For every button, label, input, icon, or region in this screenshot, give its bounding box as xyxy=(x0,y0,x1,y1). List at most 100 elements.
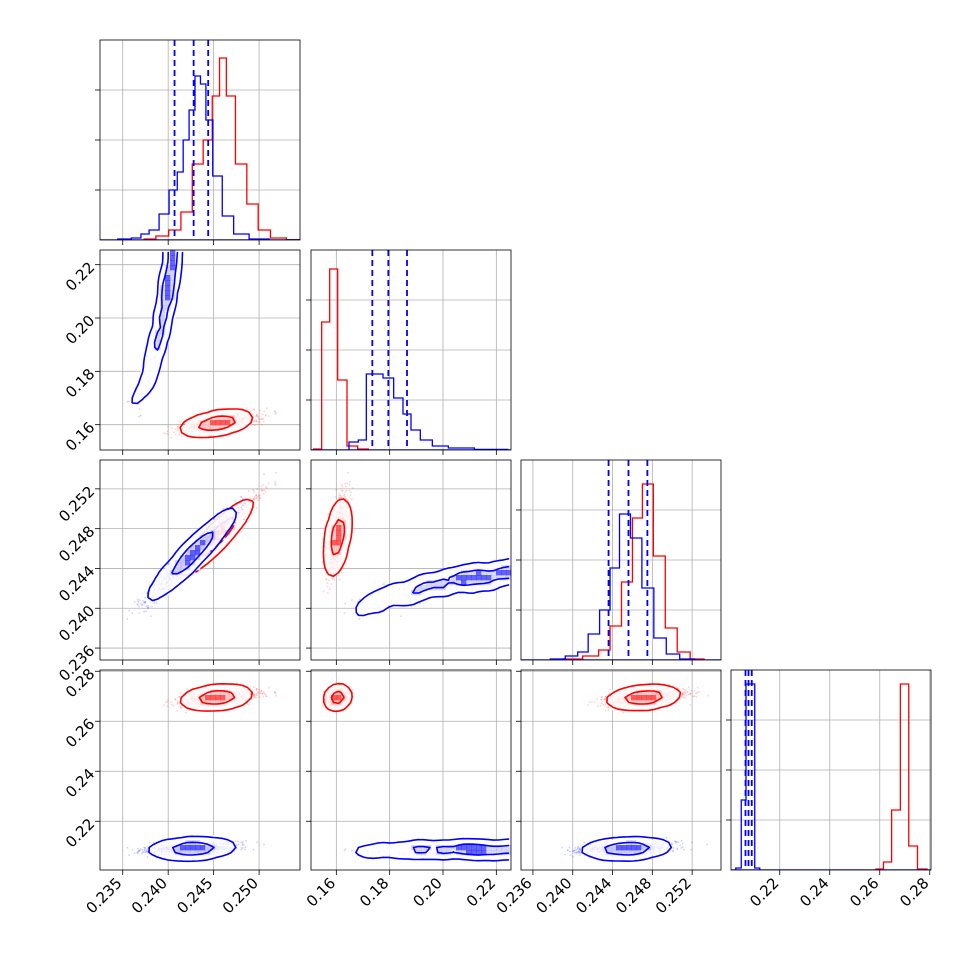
density-cell xyxy=(160,320,166,326)
scatter-point xyxy=(255,415,257,418)
scatter-point xyxy=(197,32,199,34)
density-cell xyxy=(165,305,171,311)
scatter-point xyxy=(164,433,167,435)
scatter-point xyxy=(198,12,200,14)
density-cell xyxy=(155,320,161,326)
density-cell xyxy=(135,395,141,401)
density-cell xyxy=(220,545,226,551)
scatter-point xyxy=(201,6,203,8)
scatter-point xyxy=(274,410,276,412)
scatter-point xyxy=(174,433,177,436)
density-cell xyxy=(150,335,156,341)
density-cell xyxy=(140,385,146,391)
scatter-point xyxy=(143,601,146,603)
density-cell xyxy=(160,340,166,346)
scatter-point xyxy=(197,31,199,33)
density-cell xyxy=(210,425,216,431)
scatter-point xyxy=(143,610,146,613)
scatter-point xyxy=(145,610,147,613)
scatter-point xyxy=(234,505,237,507)
density-cell xyxy=(165,330,171,336)
scatter-point xyxy=(232,504,235,507)
scatter-point xyxy=(274,482,276,485)
scatter-point xyxy=(255,419,258,422)
scatter-point xyxy=(262,483,264,486)
density-cell xyxy=(225,415,231,421)
density-cell xyxy=(155,355,161,361)
scatter-point xyxy=(250,410,252,413)
marginal-plot xyxy=(100,40,300,240)
scatter-point xyxy=(196,17,198,19)
density-cell xyxy=(240,520,246,526)
density-cell xyxy=(175,275,181,281)
density-cell xyxy=(170,270,176,276)
scatter-point xyxy=(170,436,173,439)
density-cell xyxy=(225,535,231,541)
density-cell xyxy=(155,310,161,316)
scatter-point xyxy=(139,414,142,417)
density-cell xyxy=(210,420,216,426)
density-cell xyxy=(240,415,246,421)
scatter-point xyxy=(178,433,180,436)
density-cell xyxy=(220,425,226,431)
scatter-point xyxy=(255,413,258,416)
scatter-point xyxy=(258,497,261,500)
density-cell xyxy=(215,425,221,431)
scatter-point xyxy=(259,497,262,499)
scatter-point xyxy=(197,30,199,32)
density-cell xyxy=(220,540,226,546)
density-cell xyxy=(160,345,166,351)
scatter-point xyxy=(198,28,200,30)
scatter-point xyxy=(253,497,256,500)
scatter-point xyxy=(243,518,245,521)
scatter-point xyxy=(155,602,158,605)
density-cell xyxy=(160,295,166,301)
density-cell xyxy=(155,300,161,306)
scatter-point xyxy=(201,0,203,1)
density-cell xyxy=(165,275,171,281)
marginal-plot xyxy=(521,460,721,660)
density-cell xyxy=(205,415,211,421)
scatter-plot xyxy=(126,0,277,441)
scatter-point xyxy=(252,489,255,491)
scatter-point xyxy=(255,421,257,423)
scatter-point xyxy=(202,0,204,2)
density-cell xyxy=(245,500,251,506)
scatter-point xyxy=(257,416,259,418)
scatter-point xyxy=(177,245,179,247)
scatter-point xyxy=(267,482,270,485)
density-cell xyxy=(230,530,236,536)
scatter-point xyxy=(197,33,199,35)
scatter-point xyxy=(138,612,140,614)
scatter-point xyxy=(201,6,203,8)
scatter-point xyxy=(266,487,268,489)
scatter-point xyxy=(244,502,247,505)
density-cell xyxy=(150,355,156,361)
density-cell xyxy=(145,345,151,351)
density-cell xyxy=(175,260,181,266)
density-cell xyxy=(175,280,181,286)
scatter-point xyxy=(131,612,134,615)
panel-0-0 xyxy=(99,39,301,241)
density-cell xyxy=(225,420,231,426)
scatter-point xyxy=(195,35,197,37)
scatter-point xyxy=(200,1,202,3)
density-cell xyxy=(170,310,176,316)
density-cell xyxy=(150,370,156,376)
density-cell xyxy=(235,410,241,416)
density-cell xyxy=(230,425,236,431)
density-cell xyxy=(160,315,166,321)
density-cell xyxy=(145,370,151,376)
scatter-point xyxy=(198,9,200,11)
density-cell xyxy=(160,325,166,331)
scatter-point xyxy=(257,499,259,502)
scatter-point xyxy=(265,485,267,488)
scatter-point xyxy=(240,495,242,498)
scatter-point xyxy=(168,562,170,565)
density-cell xyxy=(200,425,206,431)
scatter-point xyxy=(199,1,201,3)
density-cell xyxy=(225,410,231,416)
scatter-point xyxy=(169,244,171,246)
density-cell xyxy=(135,390,141,396)
contour-line xyxy=(153,251,179,351)
